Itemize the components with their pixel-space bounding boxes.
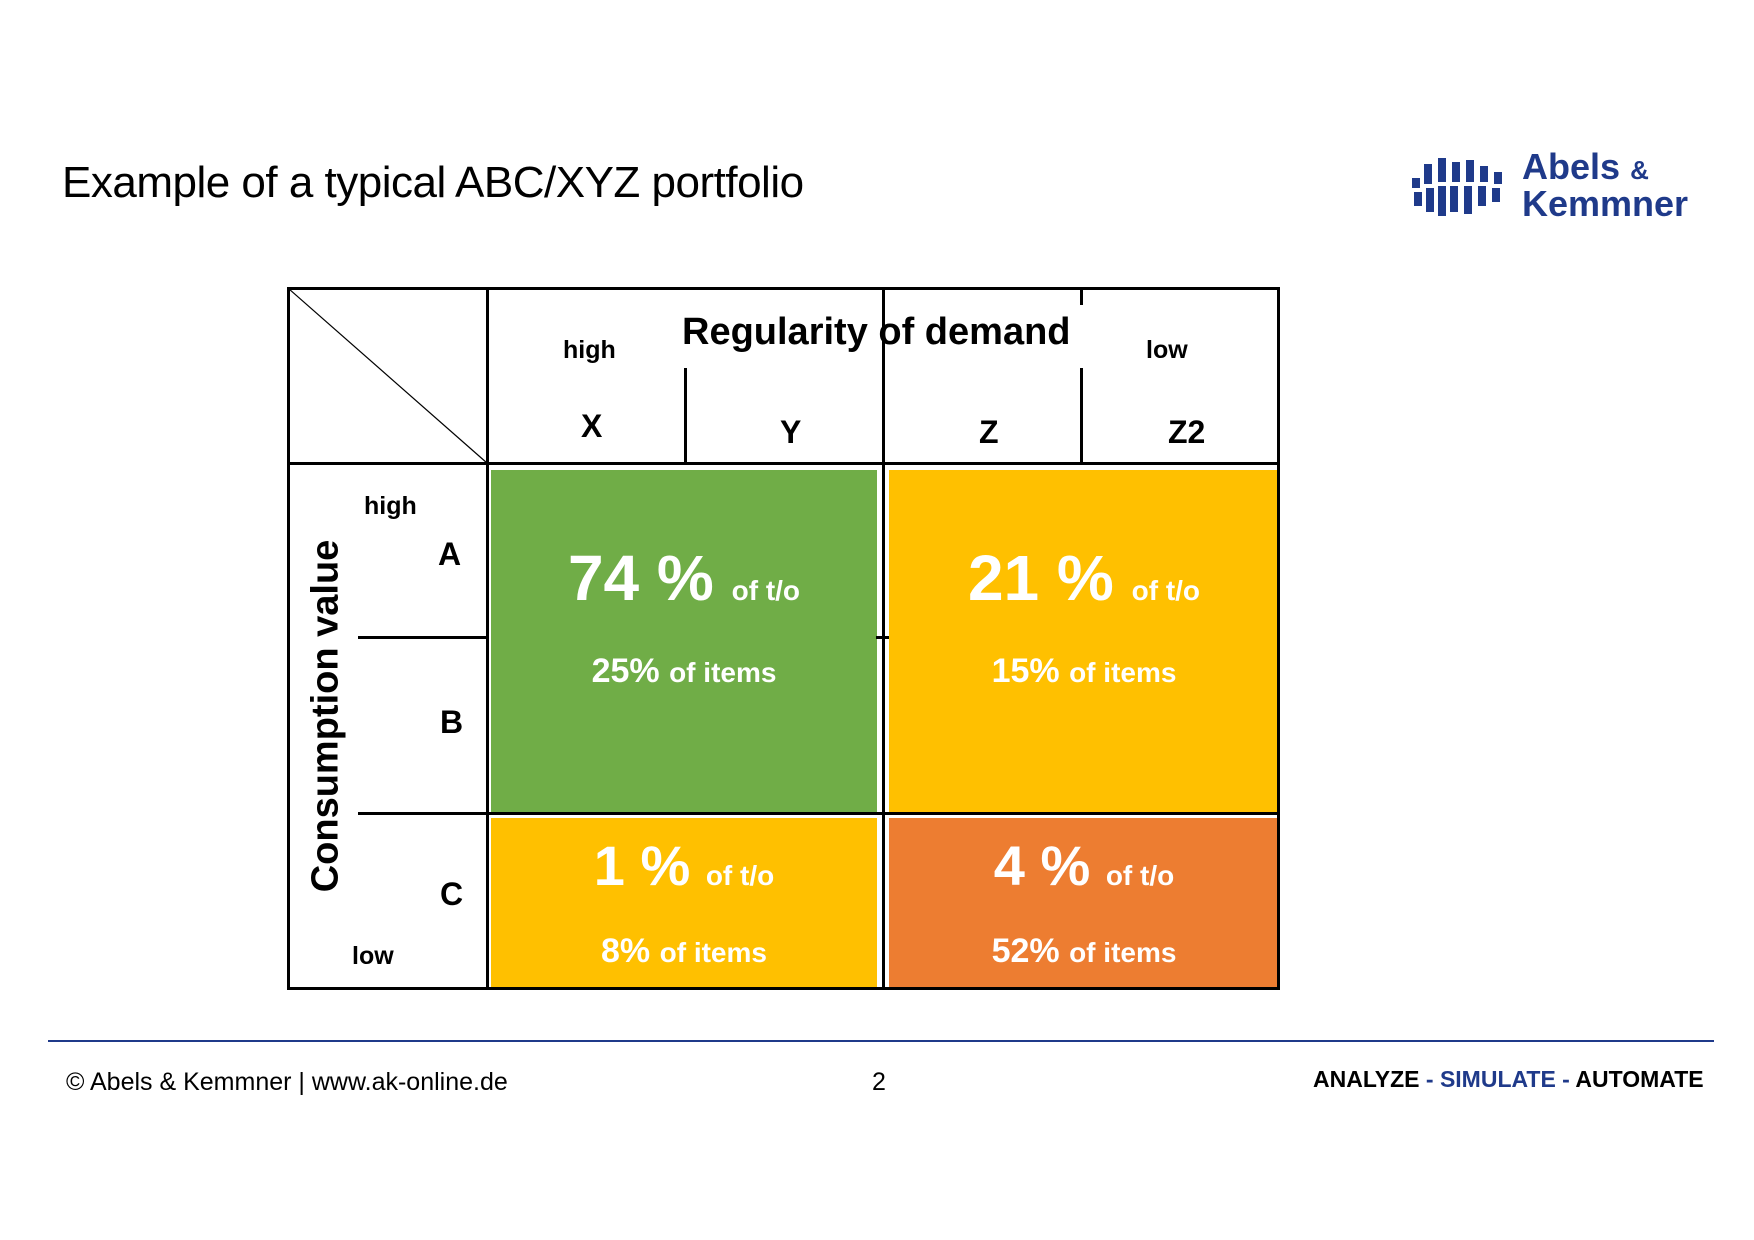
cell-c-xy-items-unit: of items [659, 937, 767, 968]
grid-col-zz2-b [1080, 368, 1083, 464]
footer-copyright: © Abels & Kemmner | www.ak-online.de [66, 1068, 508, 1096]
row-label-c: C [440, 876, 464, 912]
logo-line2: Kemmner [1522, 183, 1689, 224]
row-low-label: low [352, 942, 394, 970]
cell-c-xy-turnover: 1 % [593, 834, 691, 897]
tagline-simulate: SIMULATE [1439, 1066, 1556, 1092]
grid-row-bc [358, 812, 1280, 815]
tagline-automate: AUTOMATE [1575, 1066, 1704, 1092]
footer-tagline: ANALYZE - SIMULATE - AUTOMATE [1313, 1066, 1704, 1093]
grid-col-label [486, 287, 489, 990]
cell-c-zz2-items: 52% [991, 932, 1060, 970]
corner-diagonal [289, 289, 488, 464]
company-logo: Abels & Kemmner [1410, 149, 1710, 226]
row-label-b: B [440, 704, 464, 740]
cell-c-zz2-items-unit: of items [1069, 937, 1177, 968]
column-axis-title: Regularity of demand [682, 311, 1071, 353]
cell-ab-xy-turnover-unit: of t/o [731, 575, 801, 606]
cell-c-zz2-turnover: 4 % [993, 834, 1091, 897]
grid-left [287, 287, 290, 990]
column-low-label: low [1146, 336, 1188, 364]
cell-ab-zz2-turnover: 21 % [967, 542, 1114, 614]
grid-col-xy [684, 368, 687, 464]
cell-ab-zz2: 21 % of t/o 15% of items [889, 470, 1279, 814]
column-high-label: high [563, 336, 616, 364]
cell-c-zz2-turnover-unit: of t/o [1105, 860, 1175, 891]
logo-line1: Abels [1522, 146, 1621, 187]
cell-c-zz2: 4 % of t/o 52% of items [889, 818, 1279, 988]
column-label-x: X [581, 408, 603, 444]
logo-amp: & [1630, 155, 1649, 185]
grid-header-bottom [287, 462, 1280, 465]
page-title: Example of a typical ABC/XYZ portfolio [62, 158, 804, 207]
column-label-y: Y [780, 414, 802, 450]
cell-ab-xy-items: 25% [591, 652, 660, 690]
cell-ab-xy-turnover: 74 % [567, 542, 714, 614]
grid-right [1277, 287, 1280, 990]
cell-c-xy-turnover-unit: of t/o [705, 860, 775, 891]
cell-ab-zz2-items-unit: of items [1069, 657, 1177, 688]
row-high-label: high [364, 492, 417, 520]
grid-col-yz-top [882, 287, 885, 464]
cell-ab-xy-items-unit: of items [669, 657, 777, 688]
column-label-z: Z [979, 414, 999, 450]
grid-row-ab [358, 636, 489, 639]
row-label-a: A [438, 536, 462, 572]
cell-ab-zz2-items: 15% [991, 652, 1060, 690]
cell-c-xy: 1 % of t/o 8% of items [491, 818, 877, 988]
grid-top [287, 287, 1280, 290]
cell-ab-xy: 74 % of t/o 25% of items [491, 470, 877, 814]
logo-bars-icon [1412, 158, 1502, 216]
page-number: 2 [872, 1068, 886, 1096]
tagline-analyze: ANALYZE [1313, 1066, 1420, 1092]
cell-c-xy-items: 8% [601, 932, 651, 970]
column-label-z2: Z2 [1168, 414, 1206, 450]
grid-col-yz [882, 464, 885, 990]
footer-divider [48, 1040, 1714, 1042]
row-axis-title: Consumption value [304, 539, 347, 893]
tagline-sep-2: - [1555, 1066, 1576, 1092]
grid-bottom [287, 987, 1280, 990]
tagline-sep-1: - [1419, 1066, 1440, 1092]
cell-ab-zz2-turnover-unit: of t/o [1131, 575, 1201, 606]
grid-col-zz2 [1080, 287, 1083, 305]
